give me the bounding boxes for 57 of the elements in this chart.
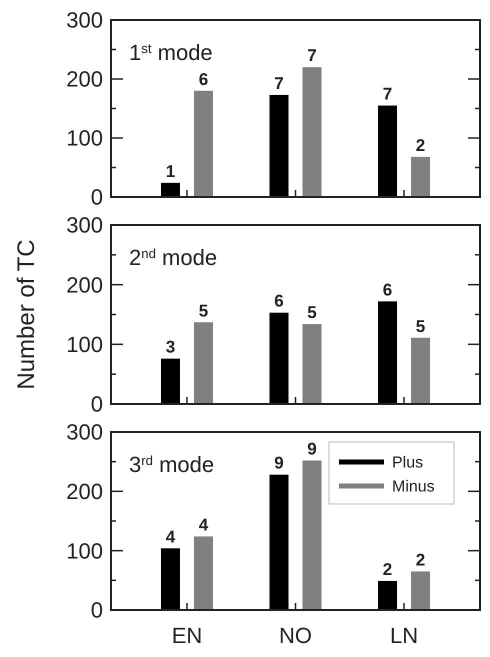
annotation: 7 xyxy=(307,46,317,66)
y-tick-label: 100 xyxy=(66,332,103,358)
y-tick-label: 100 xyxy=(66,538,103,564)
bar xyxy=(378,580,398,610)
annotation: 2 xyxy=(382,560,392,579)
bar xyxy=(194,536,213,610)
bar xyxy=(302,460,322,610)
x-tick-label: LN xyxy=(390,623,418,648)
legend-label: Plus xyxy=(392,454,424,472)
bar xyxy=(302,324,322,404)
bar xyxy=(194,322,213,404)
annotation: 5 xyxy=(307,303,317,322)
annotation: 5 xyxy=(198,301,208,320)
bar xyxy=(194,90,213,197)
bar xyxy=(160,182,180,197)
annotation: 7 xyxy=(274,74,284,93)
y-tick-label: 0 xyxy=(90,184,103,210)
bar xyxy=(270,312,288,404)
bar xyxy=(378,301,398,404)
bar xyxy=(270,94,288,197)
bar xyxy=(270,474,288,610)
text: 1$^{st}$ mode xyxy=(129,40,213,65)
text: 3$^{rd}$ mode xyxy=(129,452,214,477)
annotation: 4 xyxy=(198,515,209,534)
annotation: 6 xyxy=(198,70,208,89)
bar xyxy=(411,571,430,610)
annotation: 5 xyxy=(416,316,426,336)
bar xyxy=(302,67,322,197)
y-tick-label: 0 xyxy=(90,598,103,623)
bar xyxy=(378,106,398,197)
annotation: 2 xyxy=(416,136,426,155)
annotation: 6 xyxy=(274,292,284,311)
y-tick-label: 0 xyxy=(90,392,103,417)
x-tick-label: NO xyxy=(279,623,312,648)
y-tick-label: 300 xyxy=(66,212,103,238)
annotation: 1 xyxy=(166,162,176,181)
bar xyxy=(160,358,180,404)
y-axis-title: Number of TC xyxy=(13,239,40,390)
annotation: 6 xyxy=(382,280,392,300)
annotation: 4 xyxy=(166,527,176,546)
annotation: 7 xyxy=(382,84,392,104)
y-tick-label: 200 xyxy=(66,272,103,298)
y-tick-label: 200 xyxy=(66,479,103,504)
y-tick-label: 300 xyxy=(66,420,103,445)
legend-label: Minus xyxy=(392,478,435,496)
annotation: 9 xyxy=(274,454,284,473)
bar xyxy=(160,548,180,610)
x-tick-label: EN xyxy=(172,623,202,648)
text: 2$^{nd}$ mode xyxy=(129,245,218,270)
bar xyxy=(411,338,430,404)
y-tick-label: 300 xyxy=(66,8,103,33)
annotation: 9 xyxy=(307,439,317,458)
y-tick-label: 100 xyxy=(66,126,103,151)
annotation: 3 xyxy=(166,338,176,357)
y-tick-label: 200 xyxy=(66,66,103,92)
bar xyxy=(411,156,430,197)
annotation: 2 xyxy=(416,550,426,570)
